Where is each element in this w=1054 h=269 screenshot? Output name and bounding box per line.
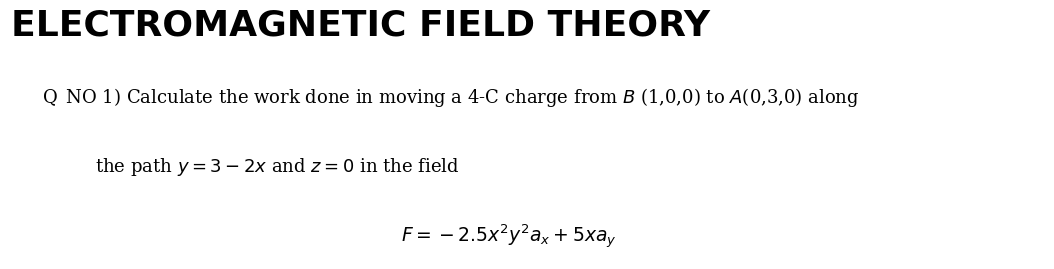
Text: the path $y = 3 - 2x$ and $z = 0$ in the field: the path $y = 3 - 2x$ and $z = 0$ in the… [95, 156, 460, 178]
Text: ELECTROMAGNETIC FIELD THEORY: ELECTROMAGNETIC FIELD THEORY [11, 8, 709, 42]
Text: $F = -2.5x^2y^2a_x + 5xa_y$: $F = -2.5x^2y^2a_x + 5xa_y$ [401, 223, 617, 251]
Text: Q NO 1) Calculate the work done in moving a 4-C charge from $B$ (1,0,0) to $A$(0: Q NO 1) Calculate the work done in movin… [42, 86, 860, 109]
